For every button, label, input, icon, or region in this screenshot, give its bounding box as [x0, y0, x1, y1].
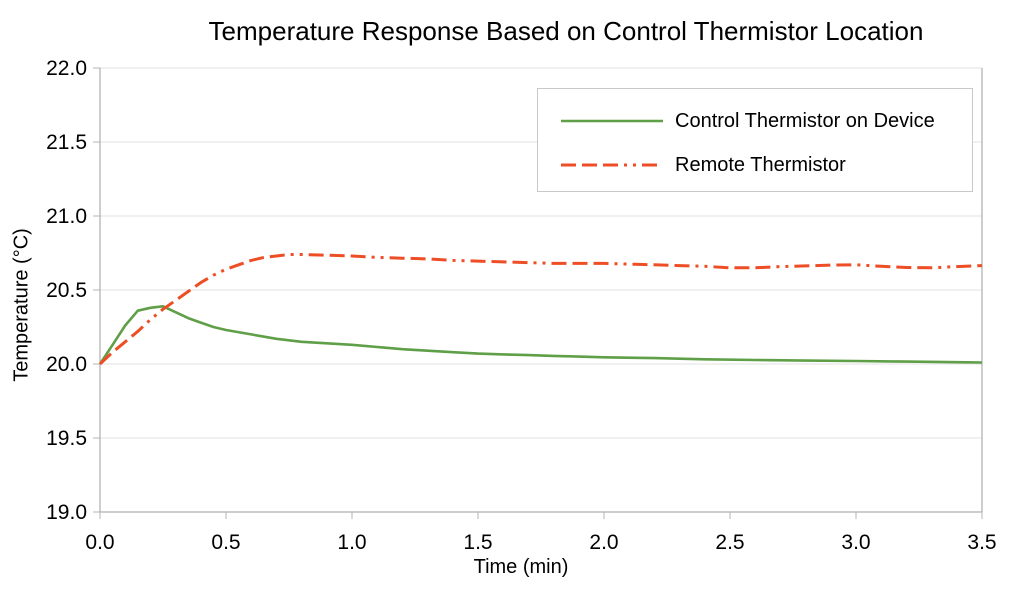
legend-line-sample-icon [561, 163, 663, 167]
x-tick-label: 2.0 [589, 531, 618, 554]
y-tick-label: 21.5 [46, 131, 87, 154]
x-tick-label: 2.5 [715, 531, 744, 554]
y-tick-label: 19.5 [46, 427, 87, 450]
x-tick-label: 3.0 [841, 531, 870, 554]
series-line-remote-thermistor [98, 253, 983, 366]
y-tick-label: 19.0 [46, 501, 87, 524]
x-axis-title: Time (min) [473, 556, 569, 578]
legend-item-remote-thermistor: Remote Thermistor [561, 143, 972, 187]
y-tick-label: 21.0 [46, 205, 87, 228]
series-line-control-thermistor [98, 304, 983, 365]
x-tick-label: 0.5 [211, 531, 240, 554]
y-tick-label: 22.0 [46, 57, 87, 80]
legend-item-control-thermistor: Control Thermistor on Device [561, 99, 972, 143]
legend-label: Remote Thermistor [675, 153, 846, 176]
legend-line-sample-icon [561, 119, 663, 123]
x-tick-label: 1.0 [337, 531, 366, 554]
x-tick-label: 1.5 [463, 531, 492, 554]
chart-title: Temperature Response Based on Control Th… [208, 16, 924, 46]
y-tick-label: 20.5 [46, 279, 87, 302]
x-tick-label: 3.5 [967, 531, 996, 554]
y-tick-label: 20.0 [46, 353, 87, 376]
legend-label: Control Thermistor on Device [675, 109, 935, 132]
legend: Control Thermistor on Device Remote Therm… [537, 88, 973, 192]
x-tick-label: 0.0 [85, 531, 114, 554]
